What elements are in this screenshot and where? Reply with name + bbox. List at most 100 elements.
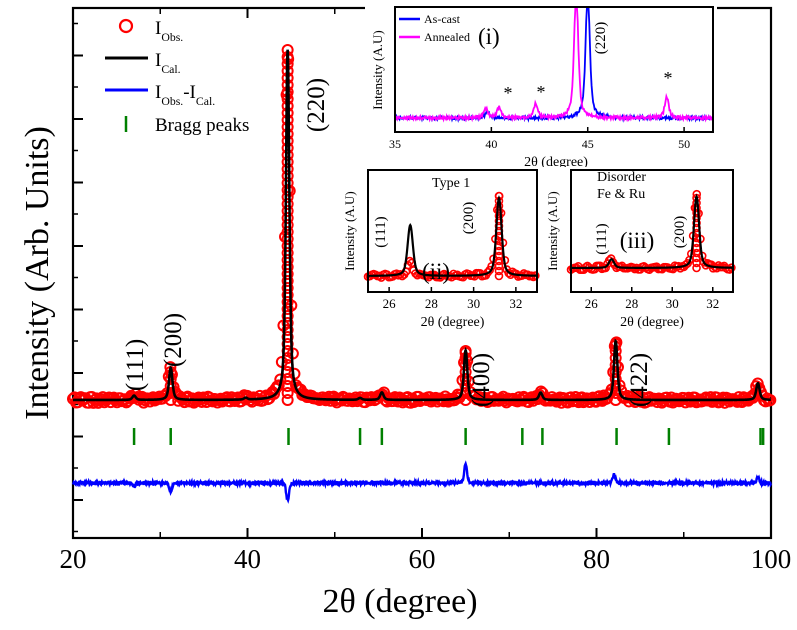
observed-point — [281, 282, 294, 294]
inset-i-peak-label: (220) — [593, 22, 609, 55]
observed-point — [281, 198, 294, 210]
x-tick-label: 80 — [583, 544, 610, 574]
observed-point — [609, 366, 622, 378]
inset-title-line: Disorder — [597, 170, 646, 185]
observed-point — [281, 303, 294, 315]
inset-i-y-axis-label: Intensity (A.U) — [370, 30, 385, 109]
x-tick-label: 60 — [409, 544, 436, 574]
inset-i-series-annealed — [394, 6, 714, 123]
inset-x-tick-label: 26 — [585, 296, 599, 311]
inset-i-star-mark: * — [664, 68, 673, 88]
inset-observed-point — [692, 203, 701, 213]
observed-point — [281, 219, 294, 231]
observed-point — [164, 394, 177, 406]
legend: IObs.ICal.IObs.-ICal.Bragg peaks — [105, 18, 249, 136]
inset-peak-label: (111) — [594, 223, 610, 254]
inset-observed-point — [494, 261, 504, 271]
inset-x-axis-label: 2θ (degree) — [421, 315, 485, 330]
observed-point — [609, 394, 622, 406]
observed-point — [281, 268, 294, 280]
peak-label: (400) — [468, 353, 495, 407]
inset-observed-point — [692, 263, 701, 273]
legend-label-observed: IObs. — [155, 18, 183, 44]
inset-panel-label: (iii) — [620, 228, 655, 253]
legend-label-calculated: ICal. — [155, 50, 181, 76]
inset-observed-point — [494, 256, 504, 266]
inset-peak-label: (200) — [672, 216, 688, 249]
difference-line — [71, 460, 773, 504]
inset-observed-point — [494, 211, 504, 221]
inset-i-frame — [394, 6, 714, 133]
observed-point — [281, 205, 294, 217]
observed-point — [609, 380, 622, 392]
inset-observed-point — [494, 206, 504, 216]
x-tick-label: 100 — [751, 544, 792, 574]
observed-point — [164, 387, 177, 399]
inset-iii-background — [541, 167, 736, 331]
observed-point — [281, 170, 294, 182]
observed-point — [281, 261, 294, 273]
inset-observed-point — [692, 208, 701, 218]
inset-i-panel-label: (i) — [478, 24, 500, 49]
y-axis-label: Intensity (Arb. Units) — [19, 126, 56, 420]
legend-label-difference-part: I — [155, 82, 161, 103]
observed-point — [459, 366, 472, 378]
calculated-line — [73, 49, 771, 402]
inset-i-x-tick-label: 35 — [389, 137, 401, 151]
x-axis-label: 2θ (degree) — [322, 583, 477, 620]
inset-x-tick-label: 32 — [706, 296, 719, 311]
observed-point — [281, 163, 294, 175]
inset-y-axis-label: Intensity (A.U) — [342, 191, 357, 270]
inset-calculated-line — [571, 193, 733, 270]
observed-point — [281, 331, 294, 343]
inset-calculated-line — [368, 195, 537, 277]
observed-point — [281, 240, 294, 252]
inset-peak-label: (111) — [373, 216, 389, 247]
peak-label: (200) — [160, 313, 187, 367]
inset-observed-point — [494, 271, 504, 281]
inset-title-line: Fe & Ru — [597, 187, 645, 202]
inset-i-legend-label-annealed: Annealed — [424, 30, 470, 44]
inset-observed-point — [692, 253, 701, 263]
inset-ii-background — [338, 167, 540, 331]
inset-observed-point — [483, 268, 493, 277]
observed-point — [281, 394, 294, 406]
peak-label: (220) — [303, 78, 330, 132]
x-tick-label: 20 — [60, 544, 87, 574]
observed-point — [281, 142, 294, 154]
observed-point — [281, 191, 294, 203]
observed-point — [281, 212, 294, 224]
observed-point — [459, 380, 472, 392]
legend-label-difference-part: Obs. — [161, 95, 183, 108]
observed-point — [281, 226, 294, 238]
observed-point — [281, 184, 294, 196]
observed-point — [609, 359, 622, 371]
observed-point — [281, 289, 294, 301]
observed-point — [281, 156, 294, 168]
observed-point — [281, 387, 294, 399]
inset-frame — [570, 169, 734, 293]
legend-label-difference-part: -I — [183, 82, 196, 103]
inset-i-star-mark: * — [504, 83, 513, 103]
observed-point — [281, 324, 294, 336]
inset-x-tick-label: 28 — [425, 296, 438, 311]
inset-observed-point — [494, 216, 504, 226]
legend-label-observed-part: Obs. — [161, 31, 183, 44]
inset-i-legend-label-as-cast: As-cast — [424, 12, 461, 26]
inset-x-tick-label: 26 — [383, 296, 397, 311]
observed-point — [281, 275, 294, 287]
inset-title: Type 1 — [432, 176, 470, 191]
observed-point — [281, 380, 294, 392]
inset-x-tick-label: 30 — [467, 296, 480, 311]
inset-observed-point — [692, 248, 701, 258]
inset-x-axis-label: 2θ (degree) — [620, 315, 684, 330]
legend-label-calculated-part: Cal. — [161, 63, 180, 76]
observed-point — [281, 310, 294, 322]
x-tick-label: 40 — [234, 544, 261, 574]
inset-i-x-tick-label: 45 — [582, 137, 594, 151]
legend-label-observed-part: I — [155, 18, 161, 39]
observed-point — [281, 254, 294, 266]
inset-i-star-mark: * — [537, 82, 546, 102]
